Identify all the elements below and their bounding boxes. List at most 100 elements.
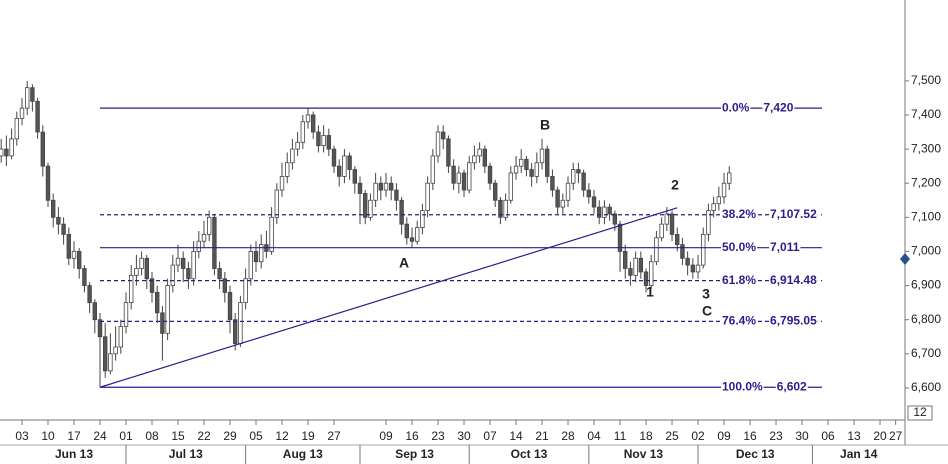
wave-label: 2 — [671, 177, 679, 193]
candle-body — [513, 165, 519, 174]
candle-body — [560, 199, 566, 208]
x-tick-label: 28 — [561, 429, 575, 443]
fib-pct: 50.0% — [722, 240, 756, 254]
candle-body — [399, 199, 404, 225]
candle-body — [472, 155, 477, 164]
fib-value: 6,914.48 — [770, 273, 817, 287]
candle-body — [82, 268, 87, 286]
candle-body — [565, 182, 571, 201]
candle-body — [503, 199, 508, 218]
x-tick-label: 04 — [587, 429, 601, 443]
fib-value: 7,420 — [763, 100, 793, 114]
candle-body — [92, 302, 98, 321]
candle-body — [50, 199, 56, 218]
candle-body — [643, 271, 649, 286]
candle-body — [243, 278, 248, 304]
x-tick-label: 27 — [327, 429, 341, 443]
x-tick-label: 17 — [67, 429, 81, 443]
candle-body — [326, 135, 332, 150]
y-tick-label: 6,700 — [911, 346, 941, 360]
candle-body — [446, 138, 451, 167]
candle-body — [181, 257, 186, 269]
candle-body — [441, 131, 446, 140]
candle-body — [623, 251, 628, 269]
candle-body — [134, 268, 139, 276]
wave-label: B — [540, 117, 550, 133]
fib-pct: 38.2% — [722, 207, 756, 221]
candle-body — [425, 182, 430, 211]
x-tick-label: 21 — [535, 429, 549, 443]
y-tick-label: 6,600 — [911, 380, 941, 394]
candle-body — [191, 251, 196, 280]
y-tick-label: 7,400 — [911, 107, 941, 121]
candle-body — [139, 257, 144, 269]
candle-body — [87, 285, 92, 304]
x-tick-label: 06 — [821, 429, 835, 443]
candle-body — [207, 216, 212, 235]
candle-body — [529, 169, 534, 177]
candle-body — [701, 233, 706, 266]
candle-body — [45, 165, 51, 201]
candle-body — [118, 326, 124, 348]
fib-label-bg — [721, 314, 758, 329]
fib-pct: 0.0% — [722, 100, 750, 114]
y-tick-label: 7,500 — [911, 73, 941, 87]
candle-body — [321, 135, 326, 147]
candle-body — [493, 182, 498, 201]
candle-body — [430, 155, 436, 184]
candle-body — [170, 264, 176, 286]
candle-body — [144, 257, 150, 280]
candle-body — [259, 244, 264, 263]
candle-body — [555, 189, 560, 208]
candle-body — [290, 148, 295, 164]
candle-body — [368, 199, 373, 218]
candle-body — [274, 189, 280, 218]
fib-label-bg — [721, 101, 751, 116]
candle-body — [217, 268, 222, 280]
x-tick-label: 22 — [197, 429, 211, 443]
x-tick-label: 11 — [614, 429, 627, 443]
candle-body — [467, 162, 472, 191]
candle-body — [285, 162, 290, 177]
fib-label-bg — [769, 314, 818, 329]
x-tick-label: 16 — [405, 429, 419, 443]
x-tick-label: 27 — [889, 429, 903, 443]
candle-body — [586, 189, 592, 198]
candle-body — [14, 117, 19, 140]
candle-body — [4, 148, 9, 157]
fib-label-bg — [775, 380, 808, 395]
candle-body — [378, 182, 384, 191]
candle-body — [534, 162, 540, 177]
candle-body — [56, 216, 61, 225]
x-tick-label: 02 — [691, 429, 705, 443]
month-label: Jul 13 — [169, 447, 203, 461]
candle-body — [155, 291, 160, 314]
candle-body — [727, 172, 732, 184]
y-tick-label: 7,300 — [911, 141, 941, 155]
candle-body — [97, 319, 103, 338]
candle-body — [342, 155, 347, 177]
candle-body — [524, 158, 529, 170]
price-marker — [900, 253, 910, 265]
candle-body — [347, 155, 352, 170]
x-tick-label: 20 — [873, 429, 887, 443]
candle-body — [212, 216, 217, 269]
candle-body — [19, 107, 25, 119]
wave-label: 1 — [646, 284, 654, 300]
x-tick-label: 14 — [509, 429, 523, 443]
x-tick-label: 10 — [41, 429, 55, 443]
candle-body — [659, 223, 664, 239]
candle-body — [498, 199, 503, 218]
candle-body — [305, 114, 311, 123]
x-tick-label: 03 — [15, 429, 29, 443]
candle-body — [196, 240, 202, 252]
x-tick-label: 05 — [249, 429, 263, 443]
y-tick-label: 7,200 — [911, 175, 941, 189]
x-tick-label: 08 — [145, 429, 159, 443]
fib-label-bg — [721, 273, 758, 288]
x-tick-label: 30 — [795, 429, 809, 443]
candle-body — [721, 182, 727, 198]
candle-body — [9, 138, 14, 157]
candle-body — [113, 346, 118, 355]
